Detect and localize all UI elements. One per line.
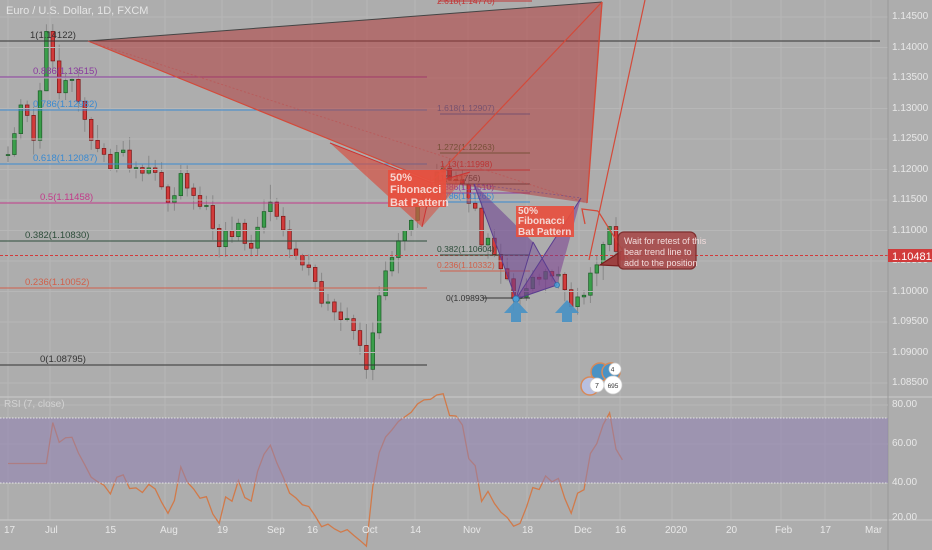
svg-text:0.5(1.11458): 0.5(1.11458) — [40, 192, 93, 203]
svg-text:0(1.09893): 0(1.09893) — [446, 293, 487, 303]
svg-text:0.886(1.13515): 0.886(1.13515) — [33, 66, 97, 77]
svg-text:0(1.08795): 0(1.08795) — [40, 354, 86, 365]
svg-text:0.618(1.12087): 0.618(1.12087) — [33, 153, 97, 164]
svg-text:1(1.14122): 1(1.14122) — [30, 30, 76, 41]
svg-text:7: 7 — [595, 383, 599, 390]
svg-text:0.382(1.10604): 0.382(1.10604) — [437, 244, 495, 254]
svg-text:2.618(1.14770): 2.618(1.14770) — [437, 0, 495, 6]
svg-text:bear trend line to: bear trend line to — [624, 247, 692, 257]
svg-text:0.786(1.12982): 0.786(1.12982) — [33, 99, 97, 110]
svg-text:0.236(1.10332): 0.236(1.10332) — [437, 260, 495, 270]
svg-text:4: 4 — [611, 367, 615, 374]
svg-text:0.382(1.10830): 0.382(1.10830) — [25, 230, 89, 241]
svg-text:695: 695 — [608, 383, 619, 390]
svg-text:0.236(1.10052): 0.236(1.10052) — [25, 277, 89, 288]
svg-text:Wait for retest of this: Wait for retest of this — [624, 236, 707, 246]
svg-text:add to the position: add to the position — [624, 258, 698, 268]
